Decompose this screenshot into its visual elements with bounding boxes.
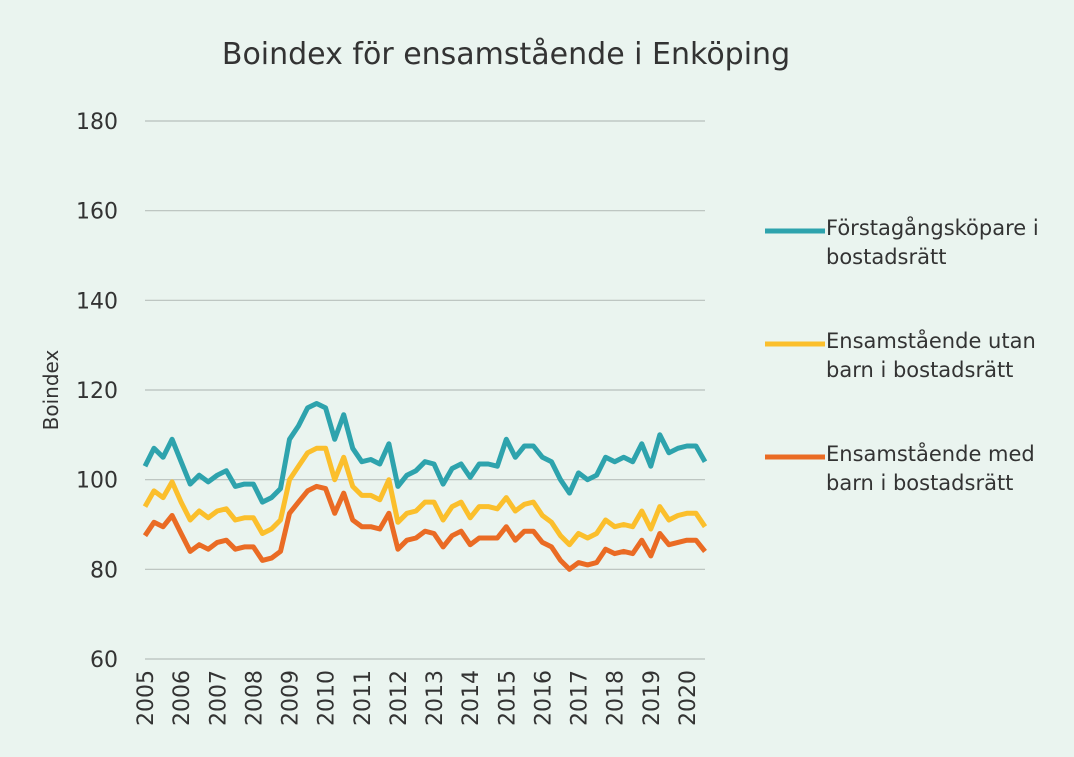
chart-title: Boindex för ensamstående i Enköping bbox=[222, 37, 790, 72]
y-tick-label: 60 bbox=[90, 648, 118, 673]
x-tick-label: 2020 bbox=[676, 670, 701, 726]
x-tick-label: 2005 bbox=[134, 670, 159, 726]
x-tick-label: 2018 bbox=[604, 670, 629, 726]
x-tick-label: 2013 bbox=[423, 670, 448, 726]
y-tick-label: 160 bbox=[76, 200, 118, 225]
x-tick-label: 2006 bbox=[170, 670, 195, 726]
y-axis-label: Boindex bbox=[39, 350, 63, 431]
x-tick-label: 2012 bbox=[387, 670, 412, 726]
legend-entry: Förstagångsköpare i bostadsrätt bbox=[826, 216, 1039, 269]
y-tick-label: 100 bbox=[76, 469, 118, 494]
x-tick-label: 2008 bbox=[242, 670, 267, 726]
line bbox=[142, 445, 708, 548]
x-tick-label: 2011 bbox=[351, 670, 376, 726]
legend-entry: Ensamstående utan barn i bostadsrätt bbox=[826, 329, 1036, 382]
line bbox=[142, 483, 707, 572]
x-tick-label: 2019 bbox=[640, 670, 665, 726]
x-tick-label: 2015 bbox=[495, 670, 520, 726]
y-tick-label: 180 bbox=[76, 110, 118, 135]
legend-label: Förstagångsköpare i bostadsrätt bbox=[826, 216, 1039, 269]
x-tick-label: 2014 bbox=[459, 670, 484, 726]
x-tick-label: 2009 bbox=[279, 670, 304, 726]
x-tick-label: 2017 bbox=[568, 670, 593, 726]
legend-label: Ensamstående med barn i bostadsrätt bbox=[826, 442, 1035, 495]
x-tick-label: 2007 bbox=[206, 670, 231, 726]
legend-entry: Ensamstående med barn i bostadsrätt bbox=[826, 442, 1035, 495]
x-tick-label: 2016 bbox=[531, 670, 556, 726]
y-tick-label: 140 bbox=[76, 289, 118, 314]
x-tick-label: 2010 bbox=[315, 670, 340, 726]
legend-label: Ensamstående utan barn i bostadsrätt bbox=[826, 329, 1036, 382]
y-tick-label: 120 bbox=[76, 379, 118, 404]
y-tick-label: 80 bbox=[90, 558, 118, 583]
line bbox=[142, 401, 708, 505]
